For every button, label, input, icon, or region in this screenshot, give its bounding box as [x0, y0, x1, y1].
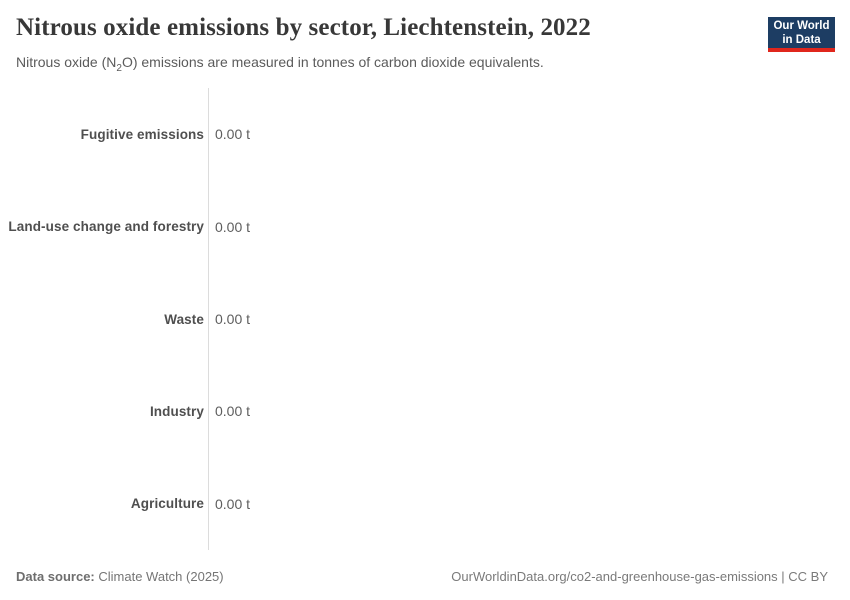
subtitle-text-post: O) emissions are measured in tonnes of c…	[121, 54, 544, 70]
bar-row: Industry 0.00 t	[0, 365, 500, 457]
bar-value-label: 0.00 t	[215, 126, 251, 143]
data-source-note: Data source: Climate Watch (2025)	[16, 569, 224, 585]
category-label: Waste	[164, 311, 204, 327]
chart-subtitle: Nitrous oxide (N2O) emissions are measur…	[16, 53, 834, 78]
attribution-link[interactable]: OurWorldinData.org/co2-and-greenhouse-ga…	[451, 569, 828, 584]
chart-header: Nitrous oxide emissions by sector, Liech…	[16, 12, 834, 78]
category-label: Land-use change and forestry	[8, 219, 204, 235]
category-label: Industry	[149, 403, 204, 419]
subscript-2: 2	[116, 62, 122, 74]
bar-row: Land-use change and forestry 0.00 t	[0, 180, 500, 272]
chart-title: Nitrous oxide emissions by sector, Liech…	[16, 14, 591, 41]
data-source-label: Data source:	[16, 569, 95, 584]
bar-value-label: 0.00 t	[215, 403, 251, 420]
owid-logo: Our World in Data	[768, 17, 835, 52]
chart-footer: Data source: Climate Watch (2025) OurWor…	[16, 569, 828, 585]
bar-value-label: 0.00 t	[215, 311, 251, 328]
category-label: Agriculture	[130, 496, 204, 512]
bar-row: Waste 0.00 t	[0, 273, 500, 365]
subtitle-text-pre: Nitrous oxide (N	[16, 54, 117, 70]
data-source-value: Climate Watch (2025)	[98, 569, 224, 584]
plot-area: Fugitive emissions 0.00 t Land-use chang…	[0, 88, 850, 550]
owid-logo-line2: in Data	[782, 34, 821, 46]
bar-value-label: 0.00 t	[215, 218, 251, 235]
bar-rows: Fugitive emissions 0.00 t Land-use chang…	[0, 88, 500, 550]
bar-row: Fugitive emissions 0.00 t	[0, 88, 500, 180]
bar-row: Agriculture 0.00 t	[0, 458, 500, 550]
owid-logo-line1: Our World	[773, 20, 830, 32]
bar-value-label: 0.00 t	[215, 495, 251, 512]
category-label: Fugitive emissions	[80, 126, 204, 142]
y-axis-line	[208, 88, 209, 550]
